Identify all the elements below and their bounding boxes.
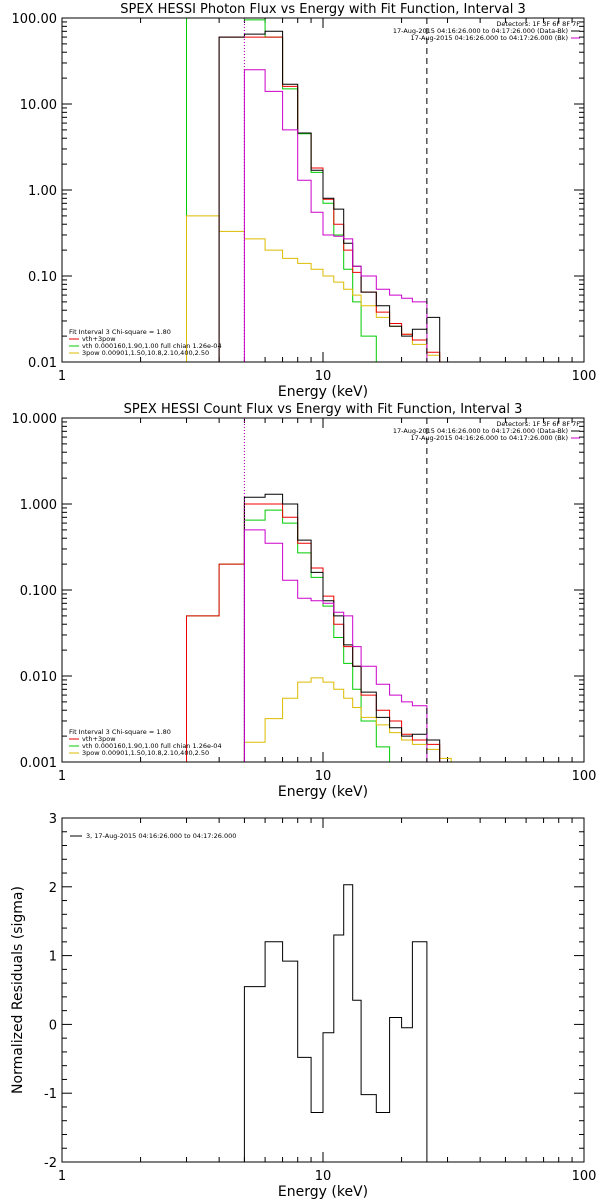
y-tick-label: 1.00 [28, 184, 57, 199]
fit-legend: Fit Interval 3 Chi-square = 1.80vth+3pow… [69, 328, 222, 357]
x-tick-label: 100 [572, 1169, 597, 1184]
series-vth-3pow [218, 36, 441, 362]
y-tick-label: 1 [49, 950, 57, 965]
plot-frame [61, 417, 585, 763]
chart-3: 1 10 100 -2 -1 0 1 2 3 Energy (keV) Normalized Res… [10, 812, 596, 1200]
x-ticks [61, 18, 573, 362]
y-tick-label: 0 [49, 1018, 57, 1033]
fit-legend: Fit Interval 3 Chi-square = 1.80vth+3pow… [69, 728, 222, 757]
x-tick-label: 1 [58, 769, 66, 784]
y-tick-label: 100.00 [12, 12, 58, 27]
x-tick-label: 1 [58, 1169, 66, 1184]
series-vth-3pow [186, 503, 441, 762]
x-ticks [61, 818, 573, 1162]
series-data-bk [243, 493, 441, 762]
chart-1: SPEX HESSI Photon Flux vs Energy with Fi… [12, 2, 597, 400]
fit-legend-entry: 3pow 0.00901,1.50,10.8,2.10,400,2.50 [82, 349, 209, 357]
legend-entry: 17-Aug-2015 04:16:26.000 to 04:17:26.000… [393, 427, 568, 435]
series-data-bk [218, 30, 441, 362]
y-tick-label: 10.000 [12, 412, 58, 427]
series-vth [186, 18, 413, 362]
y-tick-label: -1 [44, 1087, 57, 1102]
x-axis-label: Energy (keV) [278, 384, 368, 400]
series-vth [186, 509, 403, 762]
y-tick-label: 10.00 [20, 98, 57, 113]
x-tick-label: 10 [315, 369, 332, 384]
y-ticks [62, 421, 584, 763]
plot-area [186, 18, 452, 362]
legend-entry: 3, 17-Aug-2015 04:16:26.000 to 04:17:26.… [86, 832, 236, 840]
x-axis-label: Energy (keV) [278, 784, 368, 800]
legend-entry: Detectors: 1F 3F 6F 8F 7F [496, 20, 580, 28]
fit-legend-entry: vth+3pow [82, 335, 116, 343]
plot-frame [61, 817, 585, 1163]
legend-entry: 17-Aug-2015 04:16:26.000 to 04:17:26.000… [393, 27, 568, 35]
x-ticks [61, 418, 573, 762]
plot-frame [61, 17, 585, 363]
legend-entry: Detectors: 1F 3F 6F 8F 7F [496, 420, 580, 428]
y-tick-label: 0.010 [20, 670, 57, 685]
y-axis-label: Normalized Residuals (sigma) [10, 886, 26, 1094]
y-tick-label: 1.000 [20, 498, 57, 513]
x-axis-label: Energy (keV) [278, 1184, 368, 1200]
chart-2: SPEX HESSI Count Flux vs Energy with Fit… [12, 402, 597, 800]
fit-legend-entry: vth+3pow [82, 735, 116, 743]
y-tick-label: 0.01 [28, 356, 57, 371]
series-3pow [243, 677, 469, 762]
chart-title: SPEX HESSI Photon Flux vs Energy with Fi… [120, 2, 526, 17]
legend: 3, 17-Aug-2015 04:16:26.000 to 04:17:26.… [70, 832, 236, 840]
series-bk [243, 69, 428, 362]
fit-legend-entry: Fit Interval 3 Chi-square = 1.80 [69, 328, 171, 336]
series-3pow [186, 215, 452, 362]
y-tick-label: 3 [49, 812, 57, 827]
y-tick-label: 0.10 [28, 270, 57, 285]
fit-legend-entry: vth 0.000160,1.90,1.00 full chian 1.26e-… [82, 742, 222, 750]
x-tick-label: 10 [315, 1169, 332, 1184]
plot-area [243, 884, 428, 1162]
x-tick-label: 10 [315, 769, 332, 784]
x-tick-label: 1 [58, 369, 66, 384]
y-tick-label: 0.100 [20, 584, 57, 599]
fit-legend-entry: Fit Interval 3 Chi-square = 1.80 [69, 728, 171, 736]
fit-legend-entry: vth 0.000160,1.90,1.00 full chian 1.26e-… [82, 342, 222, 350]
legend-entry: 17-Aug-2015 04:16:26.000 to 04:17:26.000… [411, 434, 568, 442]
y-tick-label: 0.001 [20, 756, 57, 771]
y-tick-label: 2 [49, 881, 57, 896]
series-bk [243, 529, 428, 762]
x-tick-label: 100 [572, 369, 597, 384]
chart-title: SPEX HESSI Count Flux vs Energy with Fit… [124, 402, 523, 417]
x-tick-label: 100 [572, 769, 597, 784]
series-3-17-aug-2015-04-16-26-000-to-04-17-26-000 [243, 884, 428, 1162]
legend-entry: 17-Aug-2015 04:16:26.000 to 04:17:26.000… [411, 34, 568, 42]
plot-area [186, 493, 469, 762]
y-tick-label: -2 [44, 1156, 57, 1171]
fit-legend-entry: 3pow 0.00901,1.50,10.8,2.10,400,2.50 [82, 749, 209, 757]
